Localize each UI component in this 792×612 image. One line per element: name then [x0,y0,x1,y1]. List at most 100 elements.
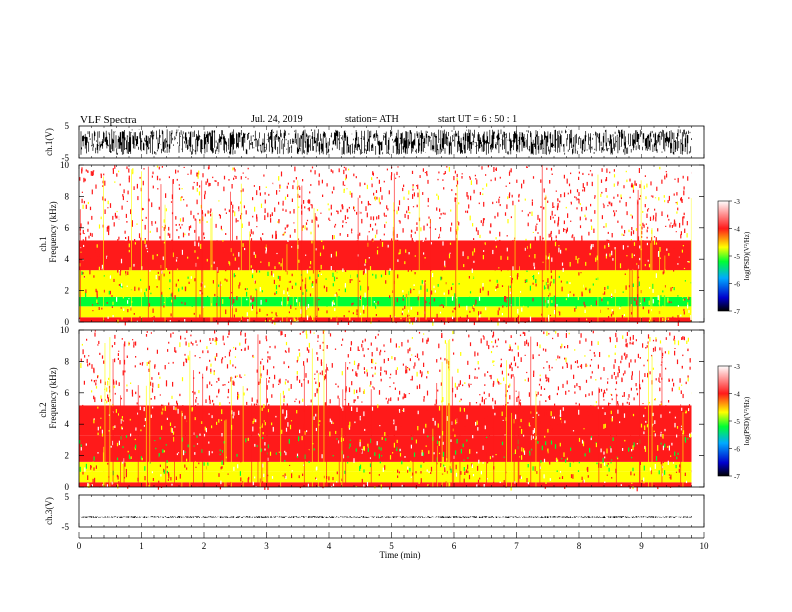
ch1-spec-speckle [527,213,529,217]
ch1-spec-speckle [91,313,93,317]
ch2-spec-speckle [232,380,234,386]
ch1-spec-speckle [475,299,477,305]
ch1-spec-speckle [422,260,424,266]
ch2-spec-speckle [444,340,446,344]
ch2-spec-speckle [480,332,482,336]
ch2-spec-speckle [195,466,197,468]
ch2-spec-speckle [688,396,690,399]
ch2-spec-speckle [673,338,675,341]
ch2-spec-speckle [266,385,268,390]
ch1-spec-speckle [319,270,321,272]
ch1-spec-speckle [79,177,81,181]
ch1-spec-speckle [461,176,463,179]
ch2-spec-speckle [489,456,491,460]
ch1-spec-speckle [347,245,349,248]
ch2-spec-speckle [629,430,632,436]
ch2-spec-speckle [463,459,465,461]
ch1-spec-speckle [556,304,558,307]
ch1-spec-speckle [204,285,206,288]
ch1-spec-speckle [415,317,417,322]
ch1-spec-speckle [468,276,470,279]
ch1-spec-speckle [351,252,353,258]
ch1-spec-speckle [531,201,533,206]
ch1-spec-speckle [573,293,575,297]
ch1-spec-burst [424,283,426,322]
ch2-spec-speckle [385,452,387,456]
ch2-spec-speckle [380,484,382,489]
ch2-spec-speckle [548,396,550,399]
ch1-spec-speckle [326,286,328,292]
ch2-spec-speckle [333,418,335,420]
ch1-spec-speckle [604,257,606,261]
ch2-spec-speckle [94,330,96,332]
ch2-spec-speckle [310,399,312,403]
ch1-spec-speckle [570,220,572,222]
ch2-spec-speckle [538,483,540,486]
ch2-spec-speckle [176,402,178,407]
ch1-spec-burst [456,204,458,322]
ch1-spec-speckle [682,245,684,247]
ch2-spec-speckle [101,429,103,434]
ch2-spec-speckle [208,343,210,347]
ch1-spec-speckle [582,183,584,188]
ch2-spec-speckle [260,373,262,377]
ch1-spec-speckle [467,256,469,260]
ch2-spec-speckle [617,409,619,414]
ch1-spec-speckle [225,233,227,235]
ch1-spec-speckle [444,265,446,268]
ch1-spec-speckle [285,184,287,187]
ch1-spec-speckle [362,305,364,310]
ch2-spec-speckle [147,347,149,351]
ch1-spec-burst [211,212,213,322]
ch2-spec-speckle [559,409,562,415]
ch1-spec-speckle [334,294,336,297]
ch2-spec-speckle [689,433,691,437]
ch2-spec-speckle [676,456,678,460]
ch1-spec-speckle [275,291,278,294]
ch2-spec-speckle [596,462,598,465]
ch1-spec-speckle [345,269,347,272]
ch2-spec-speckle [327,369,329,371]
ch2-spec-speckle [164,406,166,411]
ch2-spec-speckle [410,379,412,381]
ch2-spec-speckle [367,443,369,449]
ch2-spec-speckle [533,428,535,433]
ch2-spec-speckle [421,371,423,376]
ch1-spec-speckle [430,242,432,245]
ch2-spec-speckle [299,379,301,383]
ch2-spec-speckle [381,444,383,447]
ch1-spec-speckle [543,206,545,210]
ch1-spec-speckle [194,250,196,253]
ch2-spec-speckle [224,339,226,344]
ch1-spec-speckle [677,305,679,307]
ch2-spec-speckle [659,381,661,383]
ch2-spec-burst [441,361,443,487]
ch3-waveform-panel: 5 -5 ch.3(V) [44,492,705,532]
ch1-spec-speckle [498,198,500,204]
ch2-spec-speckle [268,380,270,383]
ch2-spec-speckle [609,403,611,405]
ch1-spec-speckle [250,238,253,242]
ch1-spec-speckle [655,237,657,242]
ch2-spec-speckle [116,457,119,461]
ch2-spec-speckle [649,467,651,471]
ch1-spec-speckle [371,239,373,244]
ch1-spec-speckle [140,237,142,241]
ch2-spec-speckle [244,374,246,376]
ch1-spec-speckle [432,229,434,231]
ch2-spec-speckle [245,438,247,443]
ch1-spec-speckle [114,181,116,183]
ch1-spec-speckle [396,210,398,215]
ch1-spec-speckle [398,220,400,222]
ch2-spec-speckle [110,421,112,424]
ch1-spec-speckle [231,184,233,189]
ch2-spec-speckle [543,367,545,369]
ch2-spec-speckle [141,362,143,366]
ch2-spec-speckle [150,398,152,400]
ch1-spec-speckle [221,229,223,231]
ch1-spec-speckle [654,225,656,230]
ch1-spec-speckle [668,195,670,201]
ch2-spec-speckle [569,462,571,467]
ch1-spec-speckle [368,257,370,259]
ch1-spec-speckle [360,285,362,291]
